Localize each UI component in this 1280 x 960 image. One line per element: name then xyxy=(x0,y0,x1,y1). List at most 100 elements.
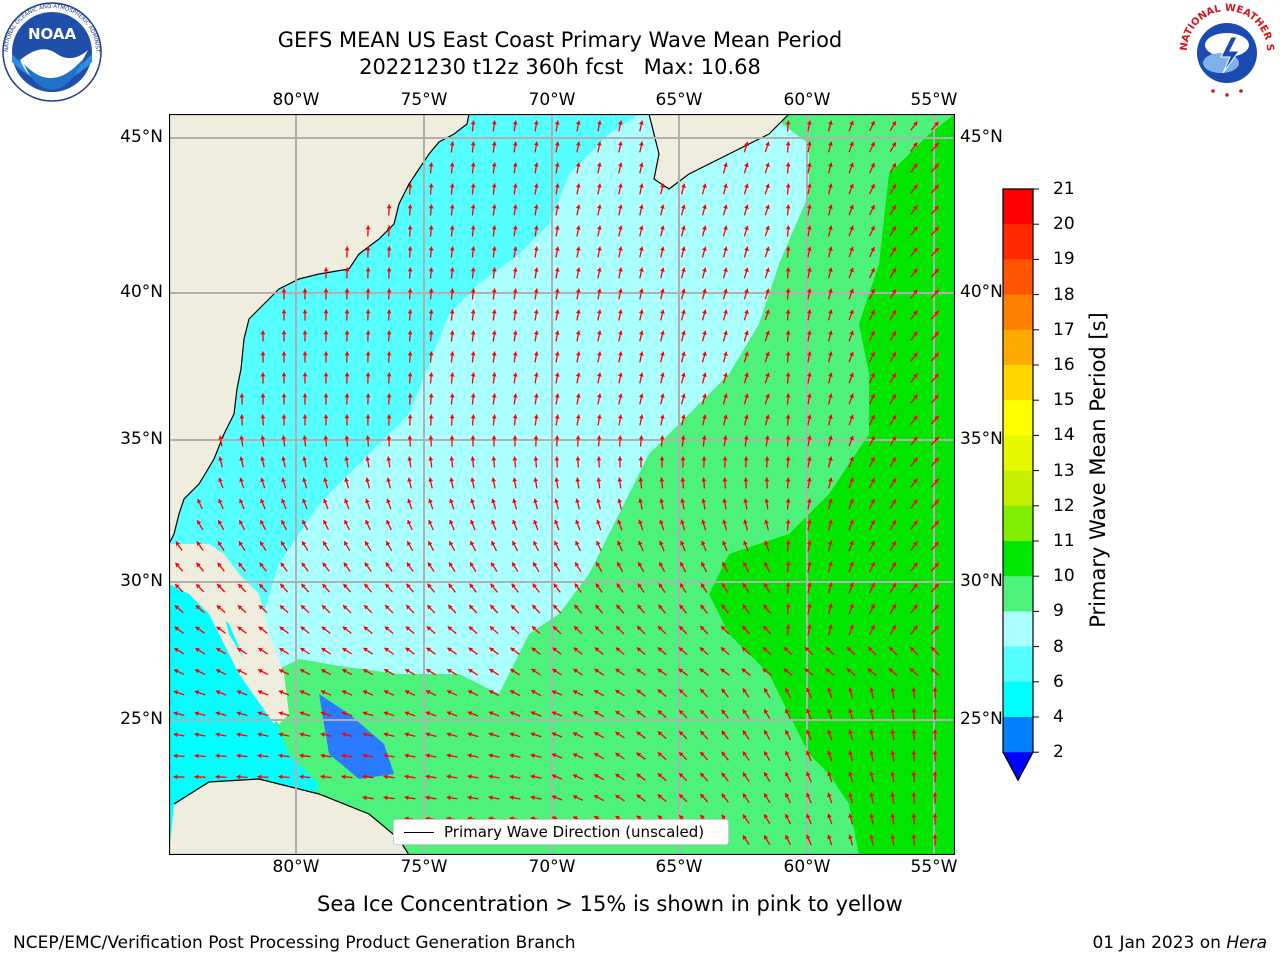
wave-arrow-head xyxy=(531,690,536,695)
wave-arrow-head xyxy=(765,267,770,273)
wave-arrow-head xyxy=(870,604,875,609)
wave-arrow-head xyxy=(891,331,896,336)
wave-arrow-head xyxy=(932,729,938,734)
wave-arrow-head xyxy=(934,205,939,211)
wave-arrow-head xyxy=(512,141,518,146)
wave-arrow-head xyxy=(765,288,770,294)
wave-arrow-head xyxy=(575,541,580,546)
wave-arrow-head xyxy=(783,668,789,673)
wave-arrow-head xyxy=(406,583,411,589)
wave-arrow-head xyxy=(302,393,308,398)
wave-arrow-head xyxy=(512,330,518,335)
wave-arrow-head xyxy=(869,708,874,713)
wave-arrow-head xyxy=(934,436,939,442)
wave-arrow-head xyxy=(195,605,201,610)
colorbar-tick-label: 6 xyxy=(1053,671,1064,692)
wave-arrow-head xyxy=(891,436,896,441)
wave-arrow-head xyxy=(891,541,896,546)
wave-arrow-head xyxy=(449,372,455,377)
wave-arrow-head xyxy=(320,753,325,759)
wave-arrow-head xyxy=(554,162,560,167)
wave-arrow-head xyxy=(597,330,602,335)
wave-arrow-head xyxy=(449,162,455,167)
wave-arrow-head xyxy=(785,498,791,503)
wave-arrow-head xyxy=(470,372,476,377)
wave-arrow-head xyxy=(869,792,874,797)
wave-arrow-head xyxy=(428,351,434,356)
wave-arrow-head xyxy=(700,814,705,820)
wave-arrow-head xyxy=(828,540,833,545)
wave-arrow-head xyxy=(744,414,749,419)
wave-arrow-head xyxy=(891,121,896,126)
wave-arrow-head xyxy=(215,732,220,738)
lon-tick-bottom: 65°W xyxy=(655,857,703,877)
lon-tick-top: 65°W xyxy=(655,90,703,110)
wave-arrow-head xyxy=(449,288,455,293)
wave-arrow-head xyxy=(913,583,918,589)
wave-arrow-head xyxy=(805,647,810,652)
wave-arrow-head xyxy=(175,562,180,568)
wave-arrow-head xyxy=(785,162,791,167)
footer-date: 01 Jan 2023 on xyxy=(1092,933,1227,953)
wave-arrow-head xyxy=(174,648,179,653)
wave-arrow-head xyxy=(681,330,686,335)
wave-arrow-head xyxy=(615,690,620,695)
lon-tick-bottom: 75°W xyxy=(400,857,448,877)
wave-arrow-head xyxy=(806,435,812,440)
wave-arrow-head xyxy=(806,225,812,230)
wave-arrow-head xyxy=(934,394,939,400)
wave-arrow-head xyxy=(491,225,497,230)
wave-arrow-head xyxy=(785,477,791,482)
wave-arrow-head xyxy=(573,647,579,652)
wave-arrow-head xyxy=(344,351,350,356)
wave-arrow-head xyxy=(806,246,812,251)
wave-arrow-head xyxy=(344,267,350,272)
wave-arrow-head xyxy=(785,709,790,714)
colorbar-level xyxy=(1003,470,1033,507)
wave-arrow-head xyxy=(174,626,179,631)
wave-arrow-head xyxy=(281,372,287,377)
wave-arrow-head xyxy=(934,331,939,337)
wave-arrow-head xyxy=(491,435,497,440)
wave-arrow-head xyxy=(849,204,854,210)
wave-arrow-head xyxy=(660,183,665,188)
wave-arrow-head xyxy=(722,435,728,440)
wave-arrow-head xyxy=(660,225,665,230)
wave-arrow-head xyxy=(681,393,686,398)
wave-arrow-head xyxy=(407,309,413,314)
wave-arrow-head xyxy=(913,121,918,127)
wave-arrow-head xyxy=(238,584,243,589)
wave-arrow-head xyxy=(407,541,412,546)
wave-arrow-head xyxy=(702,393,707,398)
wave-arrow-head xyxy=(217,541,223,546)
wave-arrow-head xyxy=(700,709,705,715)
wave-arrow-head xyxy=(425,732,430,737)
wave-arrow-head xyxy=(637,604,642,610)
wave-arrow-head xyxy=(806,288,812,293)
wave-arrow-head xyxy=(365,435,371,440)
wave-arrow-head xyxy=(323,520,328,525)
wave-arrow-head xyxy=(407,204,413,209)
wave-arrow-head xyxy=(384,690,389,695)
wave-arrow-head xyxy=(785,435,791,440)
wave-arrow-head xyxy=(279,626,285,631)
wave-arrow-head xyxy=(323,372,329,377)
wave-arrow-head xyxy=(618,225,623,230)
colorbar-tick-label: 12 xyxy=(1053,495,1075,516)
wave-arrow-head xyxy=(723,288,728,293)
wave-arrow-head xyxy=(281,351,287,356)
wave-arrow-head xyxy=(510,669,515,674)
wave-arrow-head xyxy=(300,626,306,631)
wave-arrow-head xyxy=(428,498,433,504)
wave-arrow-head xyxy=(239,393,245,398)
wave-arrow-head xyxy=(870,289,875,294)
wave-arrow-head xyxy=(615,647,621,652)
colorbar-level xyxy=(1003,400,1033,436)
wave-arrow-head xyxy=(743,540,748,546)
wave-arrow-head xyxy=(512,519,517,525)
wave-arrow-head xyxy=(449,330,455,335)
wave-arrow-head xyxy=(658,583,663,588)
wave-arrow-head xyxy=(744,351,749,357)
wave-arrow-head xyxy=(280,583,285,589)
wave-arrow-head xyxy=(407,351,413,356)
